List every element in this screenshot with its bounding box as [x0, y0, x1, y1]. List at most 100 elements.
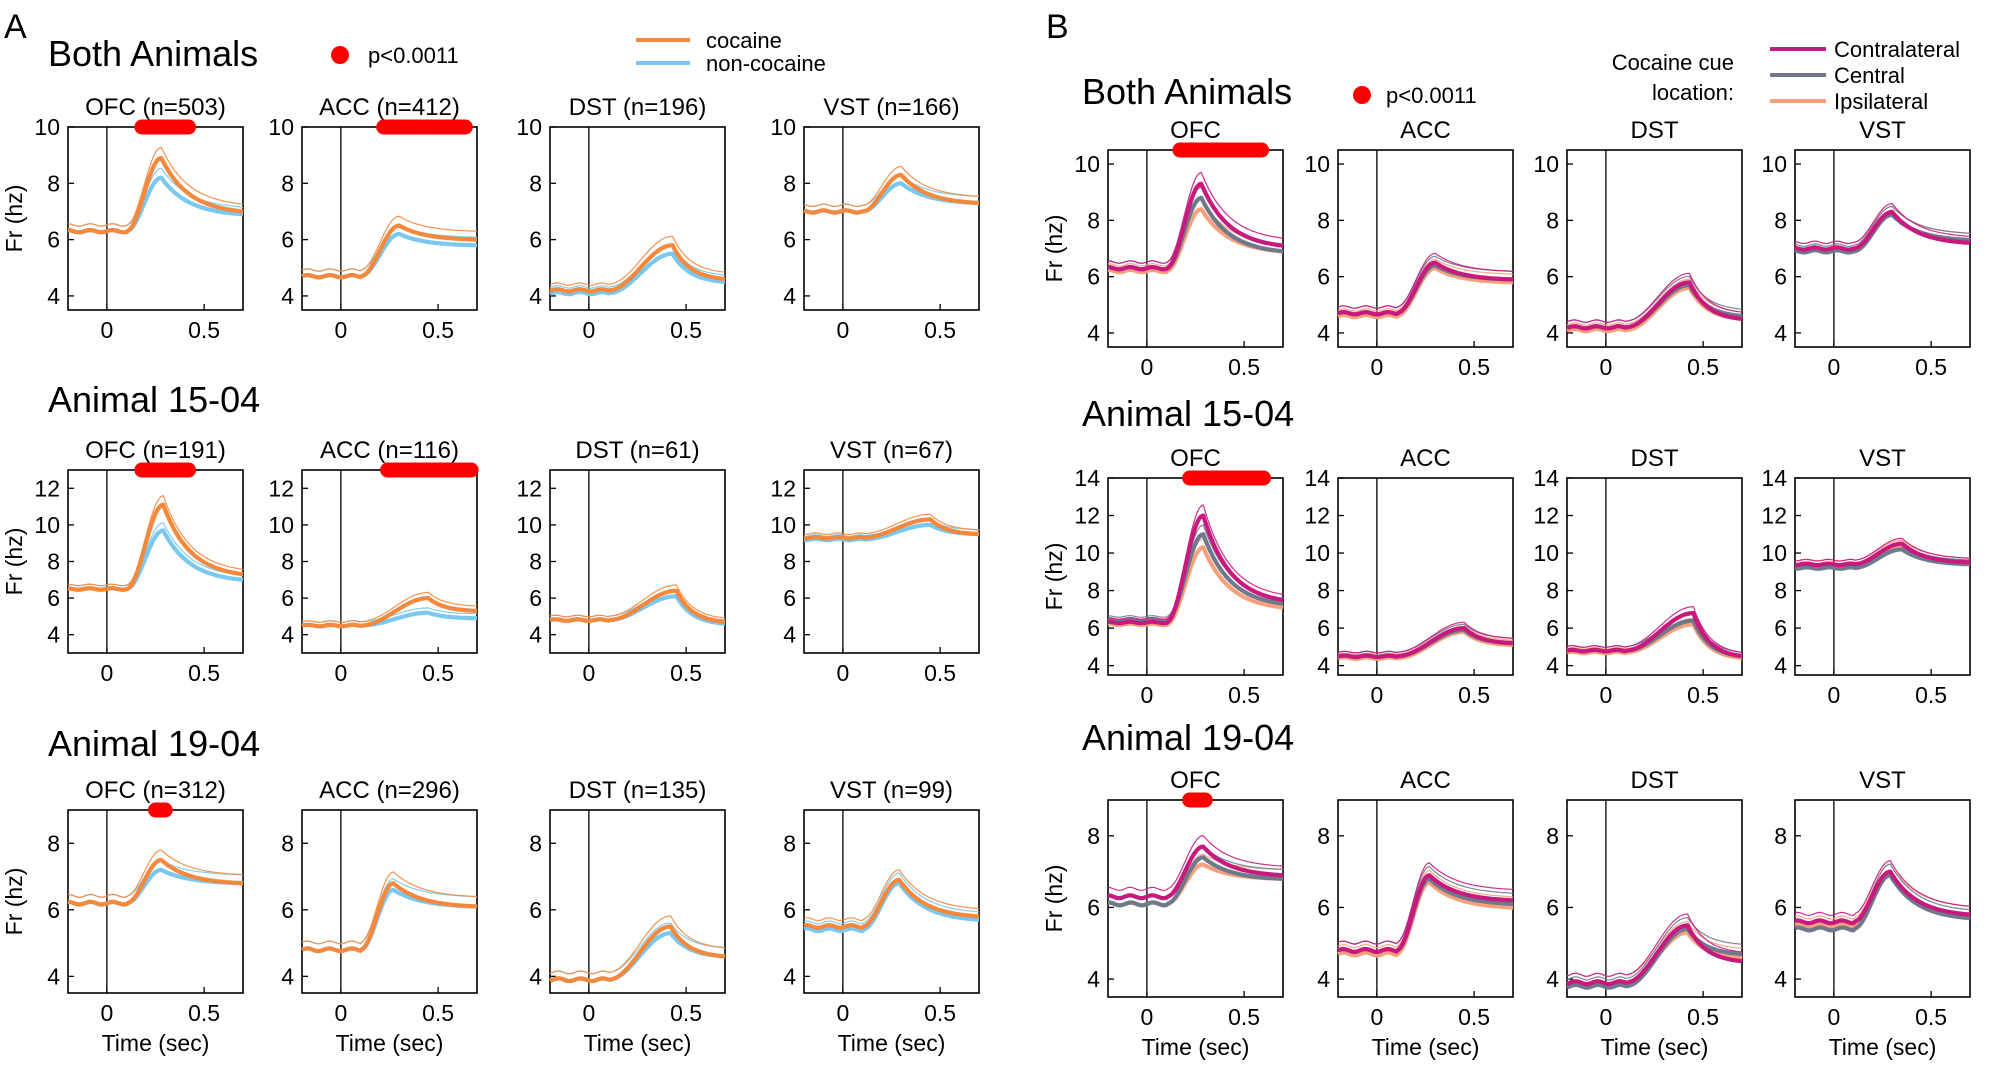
chart-b-animal-15-04-ofc-series-ipsilateral-sem [1107, 537, 1284, 622]
chart-b-both-animals-acc-xtick-label: 0.5 [1458, 354, 1490, 380]
chart-b-animal-15-04-vst-ytick-label: 6 [1774, 615, 1787, 641]
chart-b-animal-19-04-acc-series-contralateral-sem [1337, 862, 1514, 945]
chart-a-animal-15-04-acc-title: ACC (n=116) [320, 437, 459, 464]
chart-b-animal-15-04-acc-axes-box [1337, 477, 1514, 676]
chart-a-animal-15-04-acc-xtick-label: 0.5 [422, 660, 454, 686]
chart-a-animal-19-04-ofc-series-non_cocaine [67, 867, 244, 907]
group-title-b-both-animals: Both Animals [1082, 71, 1292, 112]
chart-a-animal-15-04-vst-xtick-label: 0 [836, 660, 849, 686]
chart-b-animal-19-04-ofc: OFC 4 6 8 0 0.5 Fr (hz) Time (sec) [1041, 767, 1284, 1060]
chart-b-both-animals-vst-title: VST [1859, 117, 1906, 144]
chart-b-animal-19-04-dst-axes-box [1566, 799, 1743, 998]
significance-marker [331, 46, 349, 64]
chart-a-animal-19-04-vst-series-non_cocaine-sem [803, 872, 980, 925]
chart-b-animal-15-04-acc-ytick-label: 14 [1304, 465, 1330, 491]
chart-a-animal-15-04-vst-ytick-label: 4 [783, 622, 796, 648]
chart-b-animal-19-04-acc-xlabel: Time (sec) [1372, 1034, 1480, 1060]
chart-a-animal-19-04-acc-axes-box [301, 809, 478, 994]
chart-a-both-animals-vst-axes-box [803, 126, 980, 311]
chart-a-animal-15-04-acc-ytick-label: 10 [268, 512, 294, 538]
chart-a-animal-15-04-dst-xtick-label: 0 [582, 660, 595, 686]
chart-b-animal-19-04-ofc-series-central [1107, 855, 1284, 908]
chart-a-animal-19-04-vst-ytick-label: 4 [783, 963, 796, 989]
group-title-a-both-animals: Both Animals [48, 33, 258, 74]
chart-b-animal-19-04-dst-series-contralateral [1566, 923, 1743, 987]
chart-a-animal-19-04-vst-series-cocaine [803, 877, 980, 930]
chart-b-both-animals-dst-title: DST [1631, 117, 1679, 144]
chart-b-both-animals-vst: VST 4 6 8 10 0 0.5 [1761, 117, 1971, 380]
chart-a-animal-15-04-ofc-ytick-label: 12 [34, 475, 60, 501]
significance-label-b: p<0.0011 [1386, 83, 1477, 108]
chart-a-both-animals-ofc-ytick-label: 6 [47, 227, 60, 253]
chart-a-animal-19-04-dst-axes-box [549, 809, 726, 994]
chart-b-both-animals-dst-ytick-label: 8 [1546, 207, 1559, 233]
chart-a-animal-15-04-dst-title: DST (n=61) [575, 437, 699, 464]
chart-b-animal-19-04-acc-ytick-label: 4 [1317, 966, 1330, 992]
chart-b-animal-19-04-ofc-ytick-label: 4 [1087, 966, 1100, 992]
chart-b-animal-15-04-ofc: OFC 4 6 8 10 12 14 0 0.5 Fr (hz) [1041, 445, 1284, 708]
chart-a-animal-19-04-vst-ytick-label: 6 [783, 897, 796, 923]
chart-b-animal-19-04-acc-title: ACC [1400, 767, 1451, 794]
chart-b-animal-15-04-dst-xtick-label: 0 [1599, 682, 1612, 708]
chart-a-animal-15-04-acc-xtick-label: 0 [334, 660, 347, 686]
chart-b-animal-19-04-acc-xtick-label: 0 [1370, 1004, 1383, 1030]
chart-b-both-animals-ofc-series-central [1107, 195, 1284, 272]
chart-b-both-animals-ofc-ytick-label: 10 [1074, 151, 1100, 177]
chart-a-animal-19-04-ofc-title: OFC (n=312) [85, 777, 226, 804]
chart-b-animal-19-04-ofc-ytick-label: 8 [1087, 823, 1100, 849]
chart-a-animal-19-04-dst-ytick-label: 4 [529, 963, 542, 989]
chart-b-animal-15-04-dst-axes-box [1566, 477, 1743, 676]
chart-b-animal-19-04-acc-series-contralateral [1337, 873, 1514, 955]
chart-b-animal-15-04-vst-xtick-label: 0.5 [1915, 682, 1947, 708]
chart-b-both-animals-acc-axes-box [1337, 149, 1514, 348]
chart-b-animal-15-04-vst-xtick-label: 0 [1827, 682, 1840, 708]
chart-a-animal-19-04-ofc-ytick-label: 6 [47, 897, 60, 923]
chart-b-animal-19-04-ofc-axes-box [1107, 799, 1284, 998]
chart-b-both-animals-vst-series-contralateral [1794, 209, 1971, 252]
chart-b-animal-19-04-vst-series-contralateral-sem [1794, 860, 1971, 917]
chart-b-both-animals-acc: ACC 4 6 8 10 0 0.5 [1304, 117, 1514, 380]
chart-b-animal-15-04-vst: VST 4 6 8 10 12 14 0 0.5 [1761, 445, 1971, 708]
chart-b-both-animals-dst-axes-box [1566, 149, 1743, 348]
chart-a-animal-15-04-acc-ytick-label: 6 [281, 585, 294, 611]
chart-a-animal-19-04-dst: DST (n=135) 4 6 8 0 0.5 Time (sec) [529, 777, 726, 1056]
chart-b-both-animals-ofc-ytick-label: 6 [1087, 264, 1100, 290]
chart-b-both-animals-vst-ytick-label: 6 [1774, 264, 1787, 290]
chart-b-animal-15-04-vst-title: VST [1859, 445, 1906, 472]
chart-b-animal-15-04-ofc-ytick-label: 4 [1087, 653, 1100, 679]
chart-b-animal-15-04-acc-ytick-label: 12 [1304, 503, 1330, 529]
chart-b-animal-15-04-vst-ytick-label: 10 [1761, 540, 1787, 566]
chart-b-both-animals-dst-xtick-label: 0 [1599, 354, 1612, 380]
chart-a-both-animals-acc-title: ACC (n=412) [319, 94, 460, 121]
chart-b-both-animals-vst-ytick-label: 10 [1761, 151, 1787, 177]
chart-a-both-animals-vst-series-non_cocaine [803, 181, 980, 215]
chart-a-animal-19-04-acc-series-cocaine [301, 881, 478, 954]
chart-b-animal-15-04-acc-xtick-label: 0 [1370, 682, 1383, 708]
chart-b-animal-15-04-dst-ytick-label: 12 [1533, 503, 1559, 529]
chart-b-both-animals-ofc-ylabel: Fr (hz) [1041, 215, 1067, 283]
chart-a-both-animals-acc-ytick-label: 8 [281, 170, 294, 196]
significance-marker-b [1353, 86, 1371, 104]
chart-b-animal-19-04-dst: DST 4 6 8 0 0.5 Time (sec) [1546, 767, 1743, 1060]
chart-a-animal-15-04-ofc: OFC (n=191) 4 6 8 10 12 0 0.5 Fr (hz) [1, 437, 244, 686]
chart-a-animal-19-04-ofc-ytick-label: 4 [47, 963, 60, 989]
chart-b-both-animals-vst-series-central-sem [1794, 205, 1971, 247]
chart-b-animal-19-04-dst-xtick-label: 0.5 [1687, 1004, 1719, 1030]
chart-b-animal-15-04-ofc-ytick-label: 6 [1087, 615, 1100, 641]
chart-a-animal-15-04-acc-ytick-label: 12 [268, 475, 294, 501]
chart-b-both-animals-ofc: OFC 4 6 8 10 0 0.5 Fr (hz) [1041, 117, 1284, 380]
chart-b-animal-19-04-acc-series-ipsilateral-sem [1337, 869, 1514, 949]
chart-b-animal-15-04-acc-series-contralateral-sem [1337, 621, 1514, 654]
chart-a-both-animals-acc-series-cocaine-sem [301, 215, 477, 272]
legend-heading-line2: location: [1652, 80, 1734, 105]
chart-a-both-animals-dst-series-cocaine-sem [549, 235, 726, 286]
chart-b-animal-15-04-dst-series-contralateral [1566, 610, 1743, 659]
chart-a-animal-15-04-ofc-series-non_cocaine [67, 528, 244, 592]
chart-a-animal-19-04-vst: VST (n=99) 4 6 8 0 0.5 Time (sec) [783, 777, 980, 1056]
group-title-a-animal-15-04: Animal 15-04 [48, 379, 260, 420]
chart-b-animal-15-04-dst-ytick-label: 10 [1533, 540, 1559, 566]
chart-b-animal-15-04-acc-ytick-label: 6 [1317, 615, 1330, 641]
chart-b-animal-19-04-vst-ytick-label: 6 [1774, 894, 1787, 920]
chart-a-both-animals-ofc: OFC (n=503) 4 6 8 10 0 0.5 Fr (hz) [1, 94, 244, 343]
chart-a-both-animals-vst-xtick-label: 0 [836, 317, 849, 343]
